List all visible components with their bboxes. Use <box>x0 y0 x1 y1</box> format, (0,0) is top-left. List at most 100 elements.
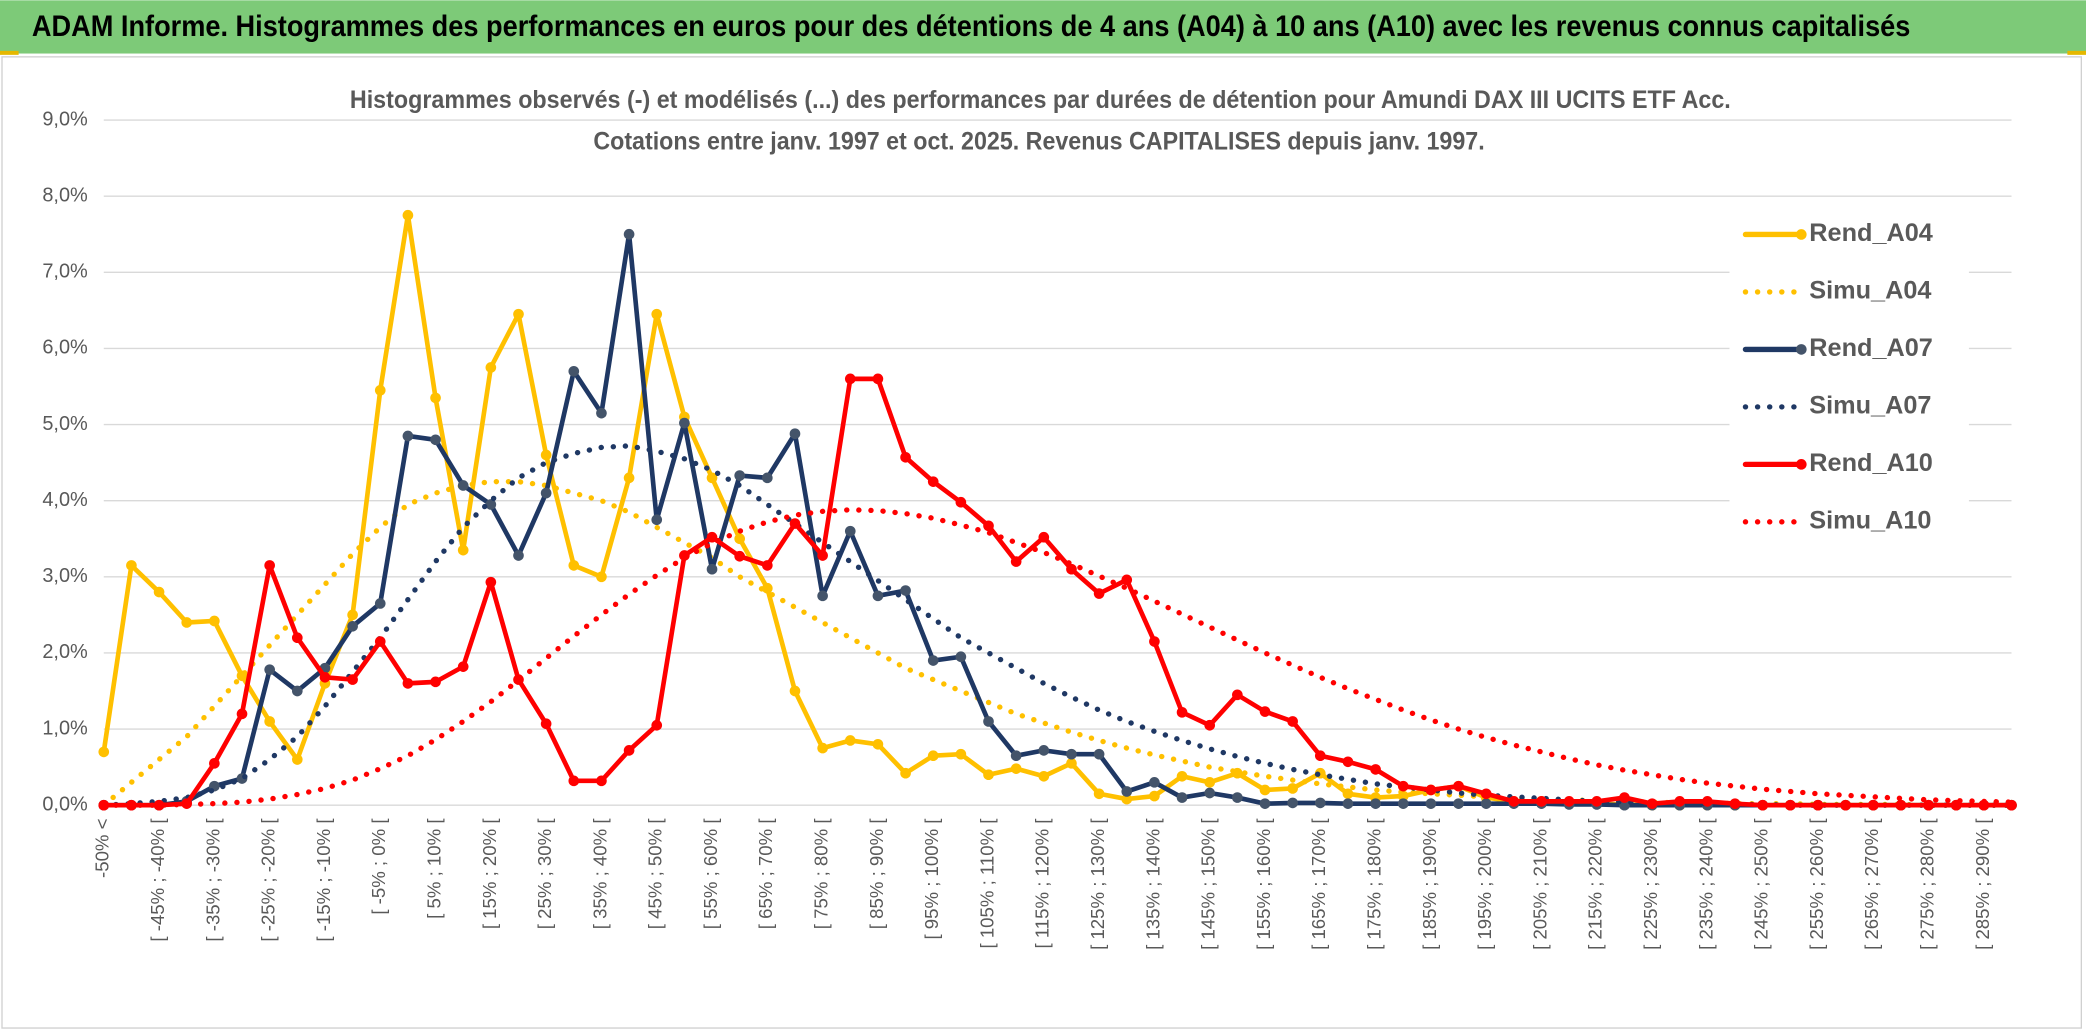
x-tick-label: [ -25% ; -20% [ <box>258 818 279 942</box>
point <box>1093 748 1105 760</box>
point <box>1923 799 1934 811</box>
point <box>651 308 663 320</box>
x-tick-label: [ -45% ; -40% [ <box>147 818 168 942</box>
x-tick-label: [ 55% ; 60% [ <box>700 818 721 930</box>
point <box>1204 777 1216 788</box>
point <box>540 718 552 730</box>
point <box>1895 799 1907 811</box>
point <box>568 775 580 787</box>
point <box>457 480 469 491</box>
point <box>347 674 358 685</box>
point <box>1176 770 1188 782</box>
point <box>1259 706 1271 717</box>
point <box>347 609 358 621</box>
point <box>402 209 414 221</box>
x-tick-label: [ 165% ; 170% [ <box>1308 818 1329 950</box>
point <box>651 719 663 731</box>
point <box>291 685 303 697</box>
point <box>374 598 386 609</box>
point <box>789 518 801 529</box>
point <box>1121 786 1133 797</box>
point <box>236 708 248 720</box>
legend-label: Rend_A10 <box>1809 449 1933 477</box>
point <box>623 228 635 240</box>
point <box>1370 798 1381 809</box>
legend-label: Simu_A07 <box>1809 392 1931 420</box>
point <box>1176 792 1188 803</box>
point <box>1425 798 1437 809</box>
x-tick-label: [ 115% ; 120% [ <box>1032 818 1053 949</box>
point <box>817 550 828 561</box>
x-tick-label: [ 285% ; 290% [ <box>1972 818 1993 950</box>
point <box>153 799 165 811</box>
point <box>1149 790 1160 802</box>
point <box>430 676 441 688</box>
observed-line <box>101 376 2014 808</box>
point <box>1232 792 1243 803</box>
legend-label: Simu_A04 <box>1809 277 1931 305</box>
x-tick-label: [ 25% ; 30% [ <box>534 818 555 930</box>
point <box>1342 798 1354 809</box>
corner <box>2067 50 2086 55</box>
legend-label: Rend_A04 <box>1809 219 1933 247</box>
point <box>1397 798 1409 809</box>
point <box>1204 787 1216 799</box>
point <box>1038 770 1050 782</box>
legend-marker <box>1795 459 1807 470</box>
x-tick-label: [ 225% ; 230% [ <box>1640 818 1661 950</box>
point <box>374 384 386 396</box>
point <box>264 560 275 571</box>
x-tick-label: [ 135% ; 140% [ <box>1142 818 1163 950</box>
point <box>1314 750 1326 762</box>
point <box>706 531 718 543</box>
x-tick-label: [ 255% ; 260% [ <box>1806 818 1827 950</box>
point <box>374 636 386 647</box>
point <box>1342 788 1354 800</box>
point <box>1314 797 1326 809</box>
point <box>209 757 220 769</box>
x-tick-label: [ -15% ; -10% [ <box>313 818 334 942</box>
point <box>789 428 801 440</box>
x-tick-label: [ 35% ; 40% [ <box>589 818 610 930</box>
x-tick-label: -50% < <box>92 818 113 877</box>
point <box>181 617 193 628</box>
y-tick-label: 2,0% <box>42 641 88 663</box>
point <box>1093 788 1105 800</box>
point <box>596 571 607 583</box>
point <box>927 655 939 666</box>
point <box>872 738 884 750</box>
point <box>1784 799 1796 811</box>
point <box>1619 792 1630 803</box>
page-title: ADAM Informe. Histogrammes des performan… <box>32 11 1910 43</box>
y-tick-label: 8,0% <box>42 184 88 206</box>
point <box>1038 745 1050 756</box>
point <box>1370 764 1381 775</box>
point <box>817 742 828 754</box>
point <box>762 472 773 484</box>
x-tick-label: [ 145% ; 150% [ <box>1198 818 1219 950</box>
y-tick-label: 3,0% <box>42 565 88 587</box>
point <box>264 664 275 676</box>
point <box>1729 798 1741 809</box>
point <box>1536 796 1547 807</box>
point <box>1259 784 1271 796</box>
x-tick-label: [ 185% ; 190% [ <box>1419 818 1440 950</box>
legend-label: Simu_A10 <box>1809 506 1931 534</box>
point <box>1093 588 1105 599</box>
x-tick-label: [ 155% ; 160% [ <box>1253 818 1274 950</box>
point <box>485 576 497 588</box>
point <box>1840 799 1851 811</box>
point <box>1453 780 1464 792</box>
point <box>1563 796 1575 807</box>
y-tick-label: 6,0% <box>42 337 88 359</box>
point <box>1480 798 1492 809</box>
point <box>485 499 497 510</box>
point <box>706 563 718 575</box>
point <box>1010 750 1022 762</box>
point <box>983 716 994 727</box>
point <box>844 373 856 385</box>
point <box>706 472 718 484</box>
point <box>596 407 607 419</box>
point <box>319 671 331 683</box>
point <box>623 745 635 756</box>
